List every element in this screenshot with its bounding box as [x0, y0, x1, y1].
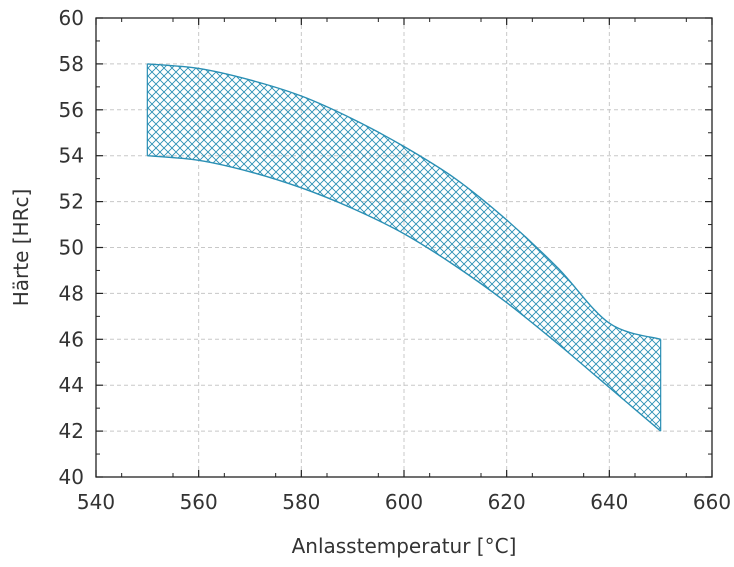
- y-tick-label: 56: [59, 98, 84, 122]
- x-tick-label: 620: [488, 490, 526, 514]
- hardness-band-upper: [147, 63, 661, 340]
- tick-layer: 540 560 580 600 620 640 660 40 42 44 46 48 50 52 54 56 5…: [59, 6, 732, 514]
- y-tick-label: 60: [59, 6, 84, 30]
- y-tick-label: 48: [59, 281, 84, 305]
- y-tick-label: 40: [59, 465, 84, 489]
- x-tick-label: 580: [282, 490, 320, 514]
- hardness-band-lower: [147, 155, 662, 432]
- x-tick-label: 640: [590, 490, 628, 514]
- y-tick-label: 52: [59, 190, 84, 214]
- x-tick-label: 600: [385, 490, 423, 514]
- y-tick-label: 58: [59, 52, 84, 76]
- y-tick-label: 46: [59, 327, 84, 351]
- band-layer: [146, 63, 662, 432]
- y-axis-label: Härte [HRc]: [9, 189, 33, 307]
- hardness-band-fill: [147, 63, 661, 432]
- x-tick-label: 540: [77, 490, 115, 514]
- y-tick-label: 44: [59, 373, 84, 397]
- y-tick-label: 54: [59, 144, 84, 168]
- x-tick-label: 660: [693, 490, 731, 514]
- x-axis-label: Anlasstemperatur [°C]: [292, 534, 517, 558]
- y-tick-label: 50: [59, 236, 84, 260]
- x-tick-label: 560: [180, 490, 218, 514]
- y-tick-label: 42: [59, 419, 84, 443]
